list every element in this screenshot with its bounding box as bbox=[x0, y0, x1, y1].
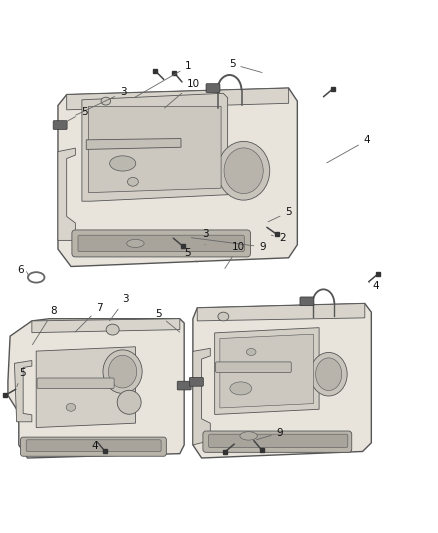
Text: 7: 7 bbox=[75, 303, 102, 332]
Ellipse shape bbox=[101, 97, 111, 105]
Polygon shape bbox=[197, 303, 365, 321]
Polygon shape bbox=[14, 360, 32, 422]
Polygon shape bbox=[193, 303, 371, 458]
Polygon shape bbox=[220, 334, 314, 408]
FancyBboxPatch shape bbox=[215, 362, 291, 373]
Polygon shape bbox=[215, 328, 319, 415]
Polygon shape bbox=[8, 319, 184, 458]
Ellipse shape bbox=[127, 177, 138, 186]
Text: 3: 3 bbox=[110, 294, 129, 321]
Ellipse shape bbox=[247, 349, 256, 356]
FancyBboxPatch shape bbox=[300, 297, 314, 305]
Text: 4: 4 bbox=[92, 441, 98, 451]
Text: 5: 5 bbox=[155, 309, 180, 332]
Ellipse shape bbox=[103, 350, 142, 393]
Polygon shape bbox=[82, 93, 228, 201]
Text: 1: 1 bbox=[134, 61, 192, 98]
Ellipse shape bbox=[117, 390, 141, 414]
Ellipse shape bbox=[316, 358, 342, 391]
Text: 8: 8 bbox=[32, 306, 57, 345]
FancyBboxPatch shape bbox=[53, 120, 67, 130]
Polygon shape bbox=[88, 107, 221, 192]
FancyBboxPatch shape bbox=[78, 235, 244, 252]
FancyBboxPatch shape bbox=[72, 230, 251, 257]
Text: 6: 6 bbox=[17, 264, 24, 274]
Ellipse shape bbox=[218, 312, 229, 321]
Polygon shape bbox=[36, 347, 135, 427]
FancyBboxPatch shape bbox=[189, 377, 203, 386]
Polygon shape bbox=[32, 319, 180, 333]
Text: 3: 3 bbox=[203, 229, 209, 245]
Ellipse shape bbox=[310, 352, 347, 396]
FancyBboxPatch shape bbox=[37, 378, 114, 389]
Text: 9: 9 bbox=[191, 238, 266, 252]
Polygon shape bbox=[193, 349, 210, 445]
Polygon shape bbox=[67, 88, 289, 110]
Polygon shape bbox=[58, 148, 75, 240]
Ellipse shape bbox=[240, 432, 257, 440]
Ellipse shape bbox=[106, 324, 119, 335]
Polygon shape bbox=[58, 88, 297, 266]
Text: 10: 10 bbox=[165, 79, 199, 108]
FancyBboxPatch shape bbox=[203, 431, 352, 453]
Text: 5: 5 bbox=[63, 107, 88, 124]
Ellipse shape bbox=[109, 356, 137, 388]
Ellipse shape bbox=[110, 156, 136, 171]
Text: 5: 5 bbox=[268, 207, 292, 222]
FancyBboxPatch shape bbox=[206, 84, 220, 92]
Text: 4: 4 bbox=[327, 135, 370, 163]
Text: 5: 5 bbox=[184, 248, 197, 262]
Ellipse shape bbox=[230, 382, 252, 395]
FancyBboxPatch shape bbox=[177, 381, 191, 390]
Text: 9: 9 bbox=[257, 428, 283, 440]
FancyBboxPatch shape bbox=[208, 434, 348, 448]
FancyBboxPatch shape bbox=[26, 440, 161, 451]
Ellipse shape bbox=[66, 403, 76, 411]
Text: 10: 10 bbox=[225, 242, 245, 269]
Text: 5: 5 bbox=[229, 59, 262, 72]
Text: 2: 2 bbox=[271, 233, 286, 243]
Text: 4: 4 bbox=[369, 281, 379, 291]
Text: 5: 5 bbox=[17, 368, 25, 386]
Text: 3: 3 bbox=[76, 87, 127, 115]
Ellipse shape bbox=[218, 141, 270, 200]
Ellipse shape bbox=[127, 239, 144, 247]
Polygon shape bbox=[86, 139, 181, 149]
Ellipse shape bbox=[224, 148, 263, 193]
FancyBboxPatch shape bbox=[21, 437, 166, 456]
